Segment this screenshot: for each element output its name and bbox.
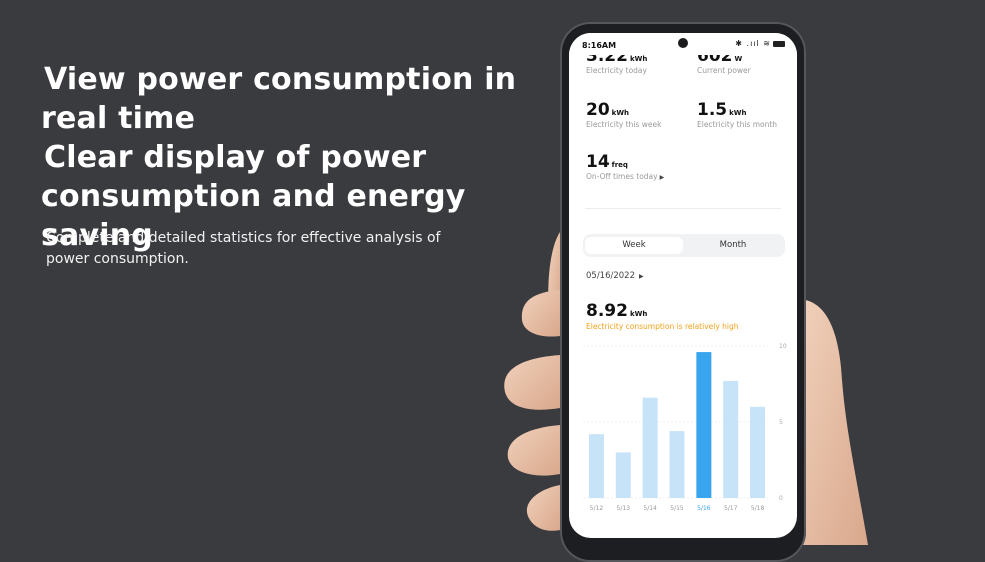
stat-unit: W	[734, 55, 743, 63]
phone-screen: 8:16AM ✱ .ııl ≋ 3.22 kWh Electricity toda…	[569, 33, 797, 538]
x-tick-label: 5/16	[697, 505, 711, 512]
bar-5-14[interactable]	[642, 397, 658, 498]
stat-label: Electricity today	[586, 66, 647, 75]
tab-month[interactable]: Month	[719, 240, 747, 250]
camera-icon	[678, 38, 688, 48]
stat-electricity-month[interactable]: 1.5 kWh Electricity this month	[697, 100, 777, 129]
stat-electricity-week[interactable]: 20 kWh Electricity this week	[586, 100, 661, 129]
stat-value: 20	[586, 100, 610, 120]
y-tick-label: 5	[779, 419, 783, 426]
stat-label: Electricity this month	[697, 120, 778, 129]
stat-label: On-Off times today	[586, 172, 658, 181]
play-arrow-icon: ▶	[659, 174, 665, 181]
bar-5-13[interactable]	[615, 452, 631, 498]
headline-line-4: consumption and energy saving	[41, 179, 466, 253]
stat-label: Electricity this week	[586, 120, 662, 129]
bar-5-16[interactable]	[696, 352, 712, 498]
play-arrow-icon: ▶	[639, 273, 644, 280]
x-tick-label: 5/12	[590, 505, 604, 512]
headline-line-1: View power consumption in	[44, 62, 517, 97]
stat-label: Current power	[697, 66, 751, 75]
headline-line-2: real time	[41, 101, 196, 136]
day-total-value: 8.92	[586, 301, 628, 321]
stat-unit: kWh	[611, 109, 630, 117]
bar-5-18[interactable]	[750, 406, 766, 498]
stat-value: 1.5	[697, 100, 728, 120]
subtext: Complete and detailed statistics for eff…	[46, 230, 441, 267]
headline: View power consumption in real time Clea…	[41, 60, 564, 255]
stat-onoff-times[interactable]: 14 freq On-Off times today ▶	[586, 152, 664, 181]
bar-5-15[interactable]	[669, 431, 685, 498]
day-total: 8.92 kWh Electricity consumption is relat…	[586, 301, 739, 331]
tab-week[interactable]: Week	[585, 237, 683, 254]
period-toggle: Week Month	[583, 234, 785, 257]
bar-5-12[interactable]	[588, 434, 604, 498]
stat-unit: kWh	[629, 55, 648, 63]
consumption-note: Electricity consumption is relatively hi…	[586, 322, 739, 331]
stat-unit: freq	[611, 161, 628, 169]
stat-value: 14	[586, 152, 610, 172]
x-tick-label: 5/15	[670, 505, 684, 512]
y-tick-label: 10	[779, 343, 787, 350]
bar-5-17[interactable]	[723, 380, 739, 498]
day-total-unit: kWh	[629, 310, 648, 318]
date-picker[interactable]: 05/16/2022 ▶	[586, 271, 644, 281]
x-tick-label: 5/18	[751, 505, 765, 512]
status-icons-glyphs: ✱ .ııl ≋	[735, 39, 771, 48]
status-icons: ✱ .ııl ≋	[735, 39, 785, 48]
x-tick-label: 5/13	[617, 505, 631, 512]
status-bar: 8:16AM ✱ .ııl ≋	[569, 33, 797, 55]
y-tick-label: 0	[779, 495, 783, 502]
consumption-bar-chart: 10 5 0 5/12 5/13 5/14 5/15 5/16 5/17 5/18	[583, 343, 787, 512]
divider	[585, 208, 781, 209]
x-tick-label: 5/17	[724, 505, 738, 512]
status-time: 8:16AM	[582, 41, 617, 50]
date-label: 05/16/2022	[586, 271, 635, 281]
headline-line-3: Clear display of power	[44, 140, 427, 175]
stat-unit: kWh	[729, 109, 747, 117]
battery-icon	[773, 40, 785, 47]
x-tick-label: 5/14	[643, 505, 657, 512]
